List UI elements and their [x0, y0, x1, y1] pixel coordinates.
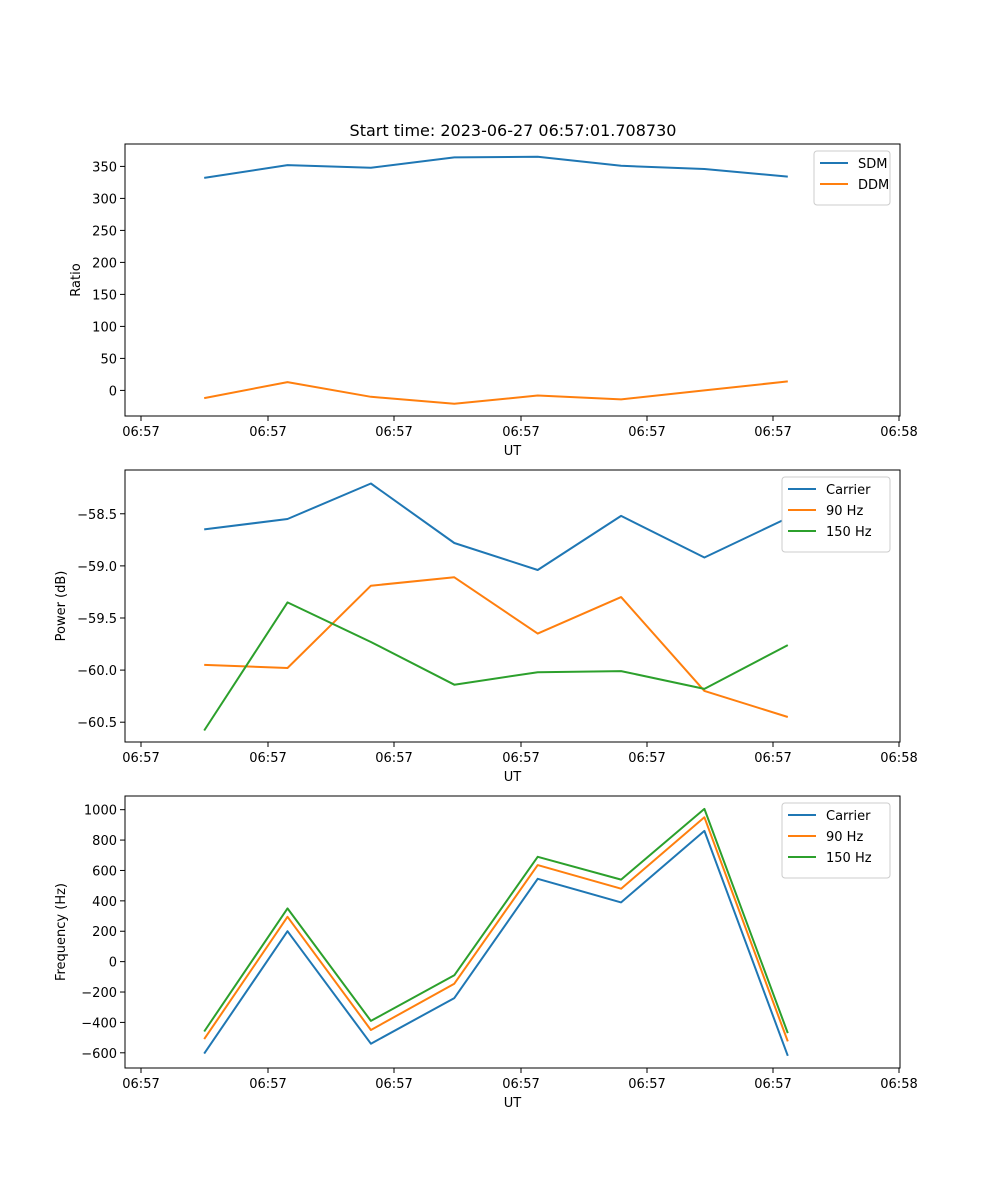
- legend: Carrier 90 Hz 150 Hz: [781, 476, 891, 553]
- panel-3: 06:57 06:57 06:57 06:57 06:57 06:57 06:58 −600 −…: [54, 795, 918, 1111]
- x-tick-label: 06:57: [502, 1077, 539, 1092]
- y-tick-label: −200: [81, 986, 117, 1001]
- x-axis-label: UT: [504, 1096, 522, 1111]
- axes-frame: [124, 469, 901, 743]
- x-tick-label: 06:58: [880, 1077, 917, 1092]
- legend: SDM DDM: [813, 150, 891, 206]
- x-tick-label: 06:57: [249, 425, 286, 440]
- x-axis-label: UT: [504, 444, 522, 459]
- y-tick-label: 300: [92, 192, 117, 207]
- x-tick-label: 06:57: [249, 751, 286, 766]
- y-tick-label: −59.5: [77, 612, 117, 627]
- x-tick-label: 06:57: [122, 425, 159, 440]
- series-line-sdm: [204, 155, 788, 179]
- axes-frame: [124, 795, 901, 1069]
- x-tick-label: 06:57: [502, 751, 539, 766]
- legend-label: 90 Hz: [826, 504, 863, 519]
- y-tick-label: 150: [92, 288, 117, 303]
- x-tick-label: 06:58: [880, 425, 917, 440]
- series-line-carrier: [204, 482, 789, 571]
- series-line-150-hz: [203, 601, 789, 732]
- legend-label: SDM: [858, 157, 887, 172]
- y-tick-label: 200: [92, 925, 117, 940]
- series-line-150-hz: [203, 807, 789, 1034]
- x-tick-label: 06:58: [880, 751, 917, 766]
- x-tick-label: 06:57: [628, 1077, 665, 1092]
- y-tick-label: 1000: [84, 804, 117, 819]
- x-tick-label: 06:57: [375, 1077, 412, 1092]
- y-tick-label: 0: [109, 384, 117, 399]
- y-tick-label: −58.5: [77, 508, 117, 523]
- y-axis-label: Power (dB): [54, 571, 69, 642]
- x-tick-label: 06:57: [375, 751, 412, 766]
- panels: 06:57 06:57 06:57 06:57 06:57 06:57 06:58 0 50 10…: [54, 143, 918, 1111]
- legend-box: [781, 476, 891, 553]
- y-tick-label: −400: [81, 1016, 117, 1031]
- y-axis-label: Frequency (Hz): [54, 883, 69, 981]
- series-line-90-hz: [204, 576, 789, 718]
- legend-label: Carrier: [826, 483, 871, 498]
- legend-label: 150 Hz: [826, 851, 872, 866]
- legend-box: [813, 150, 891, 206]
- chart-title: Start time: 2023-06-27 06:57:01.708730: [350, 121, 677, 140]
- y-tick-label: −600: [81, 1047, 117, 1062]
- legend-label: Carrier: [826, 809, 871, 824]
- legend-box: [781, 802, 891, 879]
- y-axis-label: Ratio: [69, 263, 84, 296]
- y-tick-label: 0: [109, 956, 117, 971]
- series-line-90-hz: [203, 816, 789, 1042]
- x-tick-label: 06:57: [754, 1077, 791, 1092]
- x-tick-label: 06:57: [628, 751, 665, 766]
- panel-2: 06:57 06:57 06:57 06:57 06:57 06:57 06:58 −60.5…: [54, 469, 918, 785]
- x-tick-label: 06:57: [754, 751, 791, 766]
- y-tick-label: −60.0: [77, 664, 117, 679]
- axes-frame: [124, 143, 901, 417]
- y-tick-label: 600: [92, 864, 117, 879]
- x-tick-label: 06:57: [502, 425, 539, 440]
- series-line-ddm: [204, 380, 788, 405]
- y-tick-label: 400: [92, 895, 117, 910]
- y-tick-label: 200: [92, 256, 117, 271]
- x-tick-label: 06:57: [122, 1077, 159, 1092]
- legend-label: 150 Hz: [826, 525, 872, 540]
- x-tick-label: 06:57: [122, 751, 159, 766]
- x-tick-label: 06:57: [375, 425, 412, 440]
- legend-label: DDM: [858, 178, 889, 193]
- x-axis-label: UT: [504, 770, 522, 785]
- x-tick-label: 06:57: [249, 1077, 286, 1092]
- y-tick-label: −60.5: [77, 716, 117, 731]
- legend-label: 90 Hz: [826, 830, 863, 845]
- y-tick-label: −59.0: [77, 560, 117, 575]
- y-tick-label: 100: [92, 320, 117, 335]
- y-tick-label: 50: [100, 352, 117, 367]
- y-tick-label: 250: [92, 224, 117, 239]
- panel-1: 06:57 06:57 06:57 06:57 06:57 06:57 06:58 0 50 10…: [69, 143, 918, 459]
- x-tick-label: 06:57: [754, 425, 791, 440]
- series-line-carrier: [203, 829, 789, 1057]
- legend: Carrier 90 Hz 150 Hz: [781, 802, 891, 879]
- y-tick-label: 800: [92, 834, 117, 849]
- x-tick-label: 06:57: [628, 425, 665, 440]
- y-tick-label: 350: [92, 160, 117, 175]
